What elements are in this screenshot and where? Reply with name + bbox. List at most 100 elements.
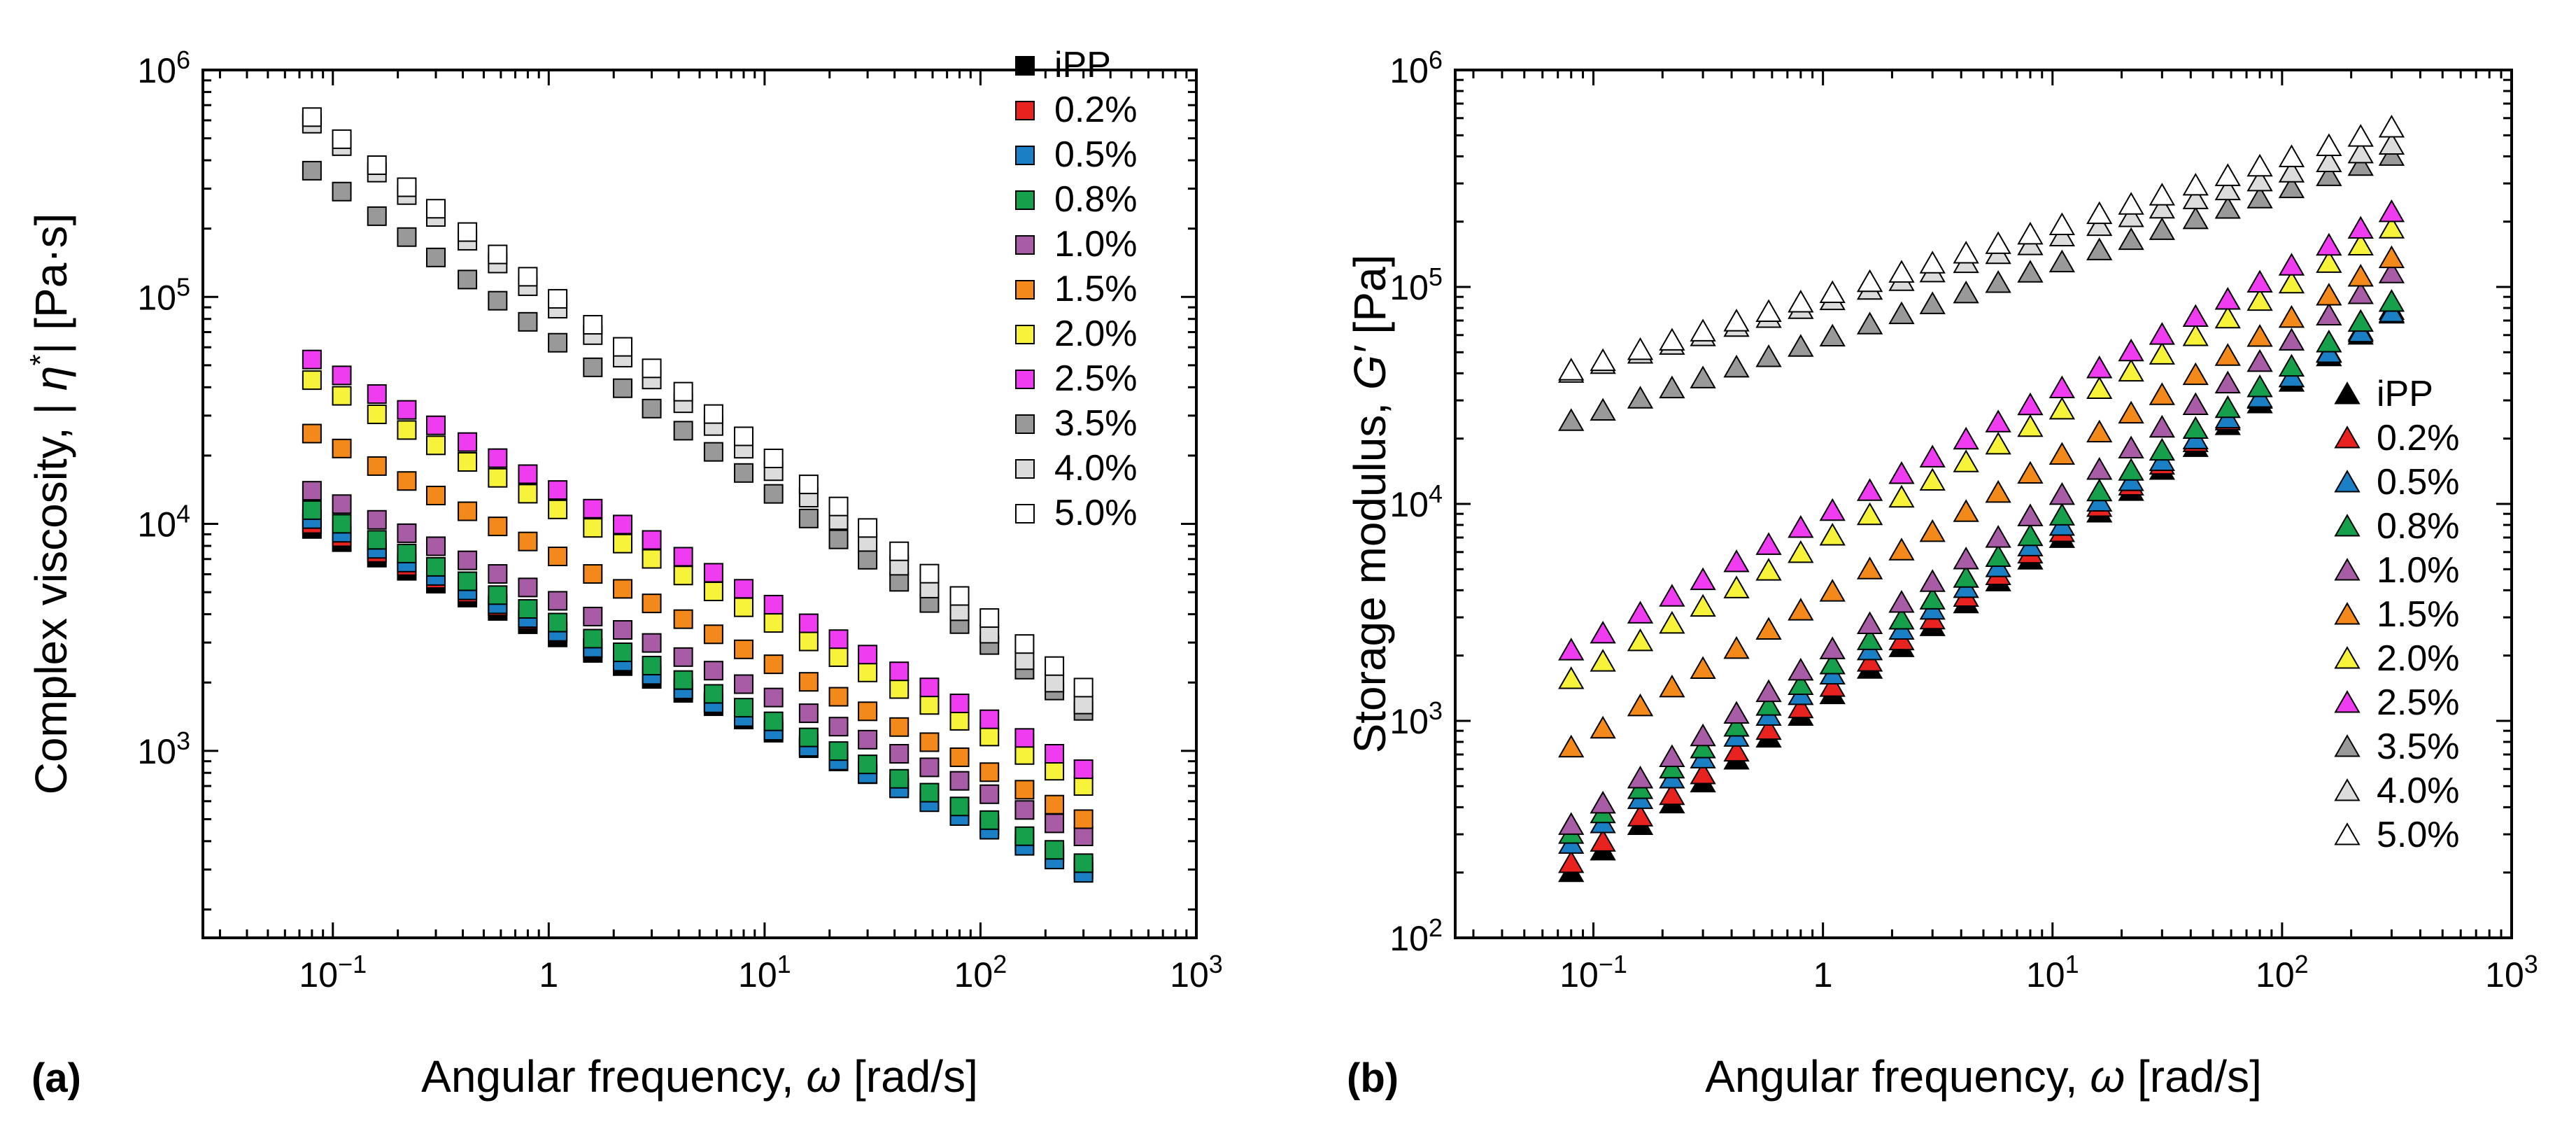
data-point <box>979 608 1000 628</box>
data-point <box>763 654 784 675</box>
legend-label: iPP <box>2377 374 2433 414</box>
data-point <box>2118 227 2144 251</box>
data-point <box>889 744 910 764</box>
legend-label: 0.8% <box>2377 506 2460 547</box>
data-point <box>425 199 446 219</box>
data-point <box>1985 231 2011 254</box>
data-point <box>2278 253 2305 276</box>
data-point <box>733 463 753 483</box>
data-point <box>1755 532 1782 555</box>
chart-a-y-axis-label: Complex viscosity, | η*| [Pa·s] <box>24 213 77 795</box>
series-10 <box>1558 115 2405 381</box>
data-point <box>949 771 970 791</box>
data-point <box>642 398 662 419</box>
data-point <box>612 514 632 535</box>
y-tick-label: 106 <box>1389 45 1443 91</box>
data-point <box>2214 196 2241 219</box>
legend-marker <box>2334 690 2361 713</box>
series-0 <box>1558 300 2405 883</box>
data-point <box>979 762 1000 782</box>
data-point <box>1755 299 1782 323</box>
data-point <box>673 670 693 690</box>
data-point <box>733 698 753 718</box>
data-point <box>798 613 819 633</box>
legend-marker <box>1015 370 1035 389</box>
data-point <box>583 498 603 519</box>
data-point <box>1723 549 1750 572</box>
data-point <box>1819 498 1846 521</box>
data-point <box>1690 723 1716 747</box>
data-point <box>2278 328 2305 351</box>
data-point <box>1723 354 1750 378</box>
data-point <box>1985 525 2011 548</box>
data-point <box>642 549 662 569</box>
data-point <box>1788 289 1814 313</box>
data-point <box>1045 840 1065 860</box>
series-4 <box>1558 260 2405 835</box>
data-point <box>548 288 568 309</box>
data-point <box>858 662 878 682</box>
data-point <box>2378 199 2405 223</box>
data-point <box>425 536 446 556</box>
data-point <box>2118 192 2144 215</box>
data-point <box>2278 270 2305 294</box>
data-point <box>2378 216 2405 239</box>
series-5 <box>302 423 1094 829</box>
legend-marker <box>1015 280 1035 300</box>
data-point <box>2149 217 2175 240</box>
data-point <box>488 564 508 584</box>
data-point <box>488 468 508 488</box>
x-tick-label: 1 <box>1813 955 1833 995</box>
data-point <box>2278 160 2305 183</box>
data-point <box>919 677 940 698</box>
data-point <box>1788 672 1814 695</box>
legend-marker <box>2334 470 2361 493</box>
data-point <box>1690 656 1716 679</box>
data-point <box>302 349 322 370</box>
data-point <box>1659 674 1685 698</box>
legend-marker <box>2334 778 2361 801</box>
data-point <box>583 606 603 626</box>
data-point <box>2149 342 2175 365</box>
legend-marker <box>1015 414 1035 434</box>
legend-label: 1.5% <box>2377 594 2460 635</box>
data-point <box>2118 204 2144 227</box>
legend-label: 0.5% <box>1054 134 1138 175</box>
data-point <box>2086 478 2113 502</box>
data-point <box>828 629 849 649</box>
data-point <box>1045 744 1065 764</box>
data-point <box>1888 461 1915 484</box>
data-point <box>1819 280 1846 304</box>
chart-b: 10−1 1 101 102 103 102 103 104 105 106 iPP0.2%0.5… <box>1345 45 2538 1102</box>
data-point <box>673 609 693 629</box>
data-point <box>2017 461 2044 484</box>
chart-a-ticks: 10−1 1 101 102 103 103 104 105 106 <box>137 45 1222 995</box>
data-point <box>332 181 352 202</box>
data-point <box>1659 610 1685 634</box>
legend-label: 3.5% <box>2377 726 2460 767</box>
data-point <box>2048 223 2076 246</box>
data-point <box>949 694 970 714</box>
data-point <box>1014 780 1035 800</box>
data-point <box>302 423 322 444</box>
y-tick-label: 105 <box>137 272 190 318</box>
chart-b-y-axis-label: Storage modulus, G′ [Pa] <box>1345 255 1395 754</box>
data-point <box>2316 232 2342 256</box>
data-point <box>1627 693 1654 717</box>
data-point <box>2378 245 2405 269</box>
legend-label: 1.5% <box>1054 269 1138 309</box>
data-point <box>2347 153 2374 176</box>
y-tick-label: 102 <box>1389 913 1443 959</box>
data-point <box>1723 701 1750 724</box>
data-point <box>518 311 538 332</box>
data-point <box>2086 201 2113 225</box>
data-point <box>1953 280 1979 304</box>
data-point <box>673 381 693 402</box>
data-point <box>1073 809 1094 829</box>
data-point <box>1073 759 1094 780</box>
data-point <box>488 585 508 605</box>
data-point <box>2246 153 2273 177</box>
legend-label: 0.8% <box>1054 179 1138 220</box>
chart-a-panel-label: (a) <box>31 1055 81 1101</box>
chart-b-legend: iPP0.2%0.5%0.8%1.0%1.5%2.0%2.5%3.5%4.0%5… <box>2334 374 2460 855</box>
